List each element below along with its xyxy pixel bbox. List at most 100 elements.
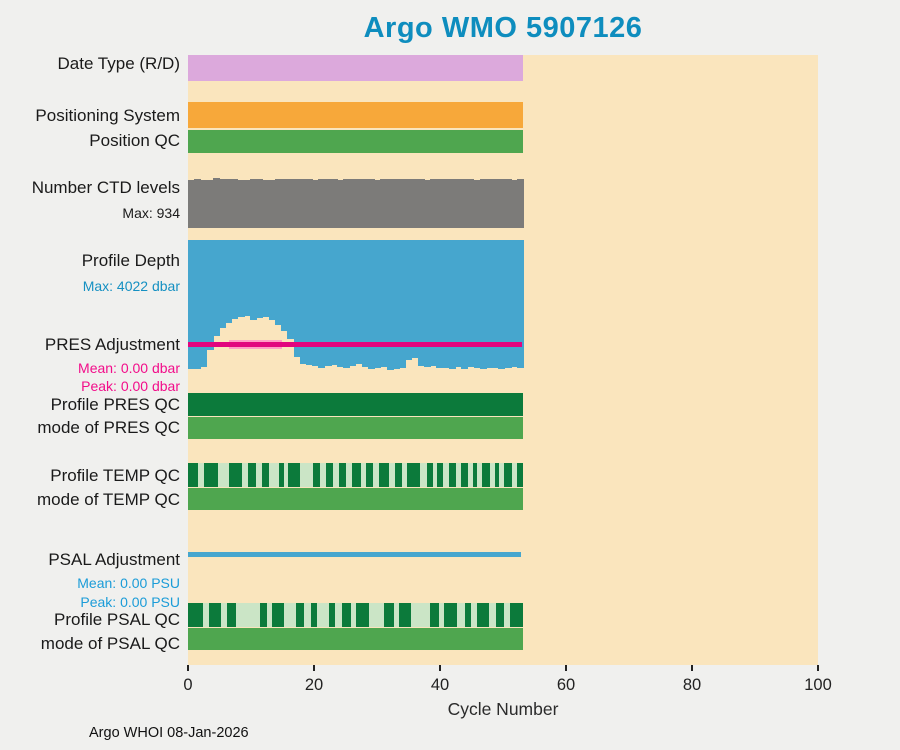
- ctd-levels-col: [318, 178, 326, 228]
- profile-depth-col: [436, 240, 444, 369]
- ctd-levels-col: [411, 178, 419, 228]
- x-tick-label: 0: [183, 676, 193, 694]
- x-tick-mark: [565, 665, 567, 671]
- x-tick-mark: [187, 665, 189, 671]
- ctd-levels-col: [461, 178, 469, 228]
- figure-title: Argo WMO 5907126: [363, 12, 643, 44]
- profile-temp-qc-bar-base: [188, 463, 524, 487]
- x-tick-label: 20: [304, 676, 324, 694]
- profile-psal-qc-bar-segment: [470, 603, 478, 627]
- ctd-levels-col: [243, 180, 251, 228]
- row-label-mode-of-temp-qc: mode of TEMP QC: [37, 490, 180, 509]
- ctd-levels-col: [405, 179, 413, 228]
- profile-depth-col: [305, 240, 313, 366]
- row-label-peak-0-00-psu: Peak: 0.00 PSU: [80, 594, 180, 610]
- profile-temp-qc-bar-segment: [467, 463, 473, 487]
- ctd-levels-col: [212, 178, 220, 228]
- profile-depth-col: [225, 240, 233, 323]
- ctd-levels-col: [237, 179, 245, 228]
- ctd-levels-col: [194, 179, 202, 228]
- profile-temp-qc-bar-segment: [489, 463, 495, 487]
- profile-depth-col: [423, 240, 431, 368]
- profile-depth-col: [231, 240, 239, 319]
- profile-psal-qc-bar-segment: [439, 603, 445, 627]
- profile-depth-col: [318, 240, 326, 368]
- profile-psal-qc-bar-segment: [394, 603, 399, 627]
- row-label-mean-0-00-dbar: Mean: 0.00 dbar: [78, 360, 180, 376]
- profile-psal-qc-bar-segment: [316, 603, 330, 627]
- x-tick-label: 100: [804, 676, 832, 694]
- profile-depth-col: [442, 240, 450, 368]
- profile-temp-qc-bar-segment: [218, 463, 230, 487]
- row-label-profile-psal-qc: Profile PSAL QC: [54, 610, 180, 629]
- ctd-levels-col: [498, 179, 506, 228]
- profile-temp-qc-bar-segment: [442, 463, 449, 487]
- profile-depth-col: [467, 240, 475, 367]
- row-label-psal-adjustment: PSAL Adjustment: [48, 550, 180, 569]
- profile-depth-col: [243, 240, 251, 316]
- profile-psal-qc-bar-segment: [457, 603, 465, 627]
- profile-depth-col: [349, 240, 357, 366]
- ctd-levels-col: [337, 179, 344, 228]
- ctd-levels-col: [219, 178, 226, 228]
- profile-depth-col: [498, 240, 506, 369]
- profile-depth-col: [411, 240, 419, 359]
- profile-depth-col: [430, 240, 438, 367]
- row-label-number-ctd-levels: Number CTD levels: [31, 178, 180, 197]
- ctd-levels-col: [368, 178, 375, 228]
- ctd-levels-col: [423, 179, 431, 228]
- profile-depth-col: [448, 240, 456, 369]
- row-label-positioning-system: Positioning System: [35, 106, 180, 125]
- ctd-levels-col: [380, 179, 388, 228]
- profile-depth-col: [461, 240, 469, 369]
- ctd-levels-col: [206, 179, 214, 228]
- profile-depth-col: [485, 240, 493, 369]
- profile-depth-col: [504, 240, 512, 368]
- profile-depth-col: [281, 240, 289, 332]
- psal-adjustment-line: [188, 552, 521, 557]
- profile-psal-qc-bar-segment: [335, 603, 342, 627]
- profile-psal-qc-bar-segment: [283, 603, 297, 627]
- profile-temp-qc-bar-segment: [401, 463, 407, 487]
- profile-temp-qc-bar-segment: [198, 463, 205, 487]
- x-tick-label: 80: [682, 676, 702, 694]
- profile-depth-col: [293, 240, 301, 357]
- profile-temp-qc-bar-segment: [256, 463, 263, 487]
- profile-depth-col: [479, 240, 487, 369]
- x-axis-title: Cycle Number: [447, 699, 559, 719]
- ctd-levels-col: [436, 179, 444, 228]
- x-tick-label: 60: [556, 676, 576, 694]
- ctd-levels-col: [517, 179, 524, 228]
- figure-footer: Argo WHOI 08-Jan-2026: [89, 725, 249, 741]
- ctd-levels-col: [454, 179, 462, 228]
- row-labels-column: Date Type (R/D) Positioning System Positio…: [0, 0, 184, 750]
- ctd-levels-col: [256, 178, 264, 228]
- ctd-levels-col: [330, 179, 338, 228]
- ctd-levels-col: [281, 178, 289, 228]
- profile-psal-qc-bar-segment: [368, 603, 384, 627]
- row-label-mode-of-pres-qc: mode of PRES QC: [37, 418, 180, 437]
- profile-depth-col: [343, 240, 351, 368]
- ctd-levels-col: [510, 179, 518, 228]
- ctd-levels-col: [274, 179, 282, 228]
- ctd-levels-col: [299, 178, 307, 228]
- profile-depth-col: [206, 240, 214, 350]
- profile-depth-col: [256, 240, 264, 319]
- ctd-levels-col: [492, 179, 500, 228]
- profile-depth-col: [380, 240, 388, 367]
- profile-depth-col: [392, 240, 400, 369]
- profile-psal-qc-bar-segment: [411, 603, 430, 627]
- x-tick-mark: [313, 665, 315, 671]
- row-label-peak-0-00-dbar: Peak: 0.00 dbar: [81, 378, 180, 394]
- ctd-levels-col: [262, 179, 270, 228]
- ctd-levels-col: [392, 179, 400, 228]
- profile-depth-col: [337, 240, 344, 367]
- ctd-levels-col: [374, 179, 382, 228]
- profile-depth-col: [510, 240, 518, 368]
- profile-temp-qc-bar-segment: [360, 463, 366, 487]
- profile-psal-qc-bar-segment: [203, 603, 210, 627]
- row-label-profile-pres-qc: Profile PRES QC: [50, 395, 180, 414]
- profile-temp-qc-bar-segment: [373, 463, 380, 487]
- ctd-levels-col: [343, 179, 351, 228]
- profile-depth-col: [200, 240, 208, 368]
